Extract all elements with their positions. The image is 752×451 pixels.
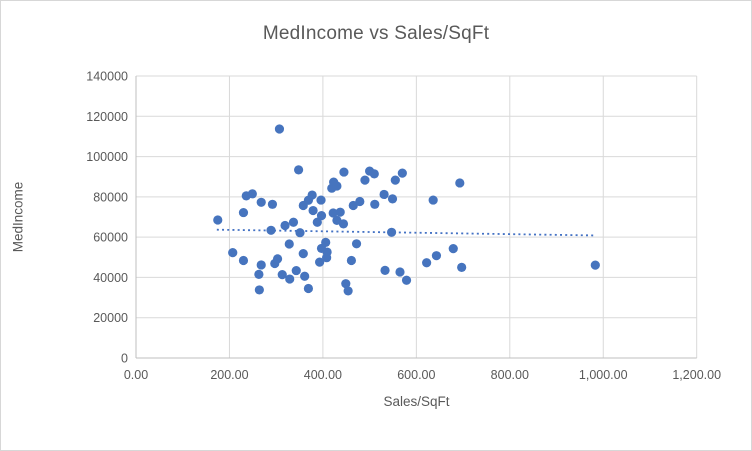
chart-title[interactable]: MedIncome vs Sales/SqFt bbox=[262, 23, 490, 44]
scatter-point[interactable] bbox=[228, 248, 238, 258]
y-axis-title[interactable]: MedIncome bbox=[10, 181, 26, 253]
scatter-point[interactable] bbox=[288, 217, 299, 227]
scatter-point[interactable] bbox=[303, 283, 314, 294]
scatter-point[interactable] bbox=[322, 247, 332, 257]
scatter-point[interactable] bbox=[272, 254, 283, 264]
scatter-point[interactable] bbox=[455, 178, 465, 188]
scatter-point[interactable] bbox=[422, 258, 432, 268]
scatter-point[interactable] bbox=[294, 165, 304, 175]
scatter-point[interactable] bbox=[339, 167, 349, 177]
scatter-point[interactable] bbox=[370, 199, 380, 209]
scatter-point[interactable] bbox=[256, 197, 266, 207]
scatter-point[interactable] bbox=[307, 190, 317, 200]
scatter-point[interactable] bbox=[369, 169, 379, 179]
scatter-point[interactable] bbox=[254, 285, 264, 295]
scatter-point[interactable] bbox=[247, 189, 257, 199]
scatter-point[interactable] bbox=[397, 168, 407, 178]
y-axis-tick-label: 100000 bbox=[86, 150, 128, 164]
scatter-point[interactable] bbox=[332, 181, 342, 191]
scatter-point[interactable] bbox=[238, 255, 249, 266]
scatter-point[interactable] bbox=[316, 210, 327, 221]
scatter-point[interactable] bbox=[448, 244, 458, 254]
scatter-point[interactable] bbox=[295, 228, 305, 238]
x-axis-tick-label: 200.00 bbox=[210, 368, 248, 382]
scatter-point[interactable] bbox=[291, 265, 301, 276]
scatter-point[interactable] bbox=[431, 251, 442, 261]
scatter-point[interactable] bbox=[300, 271, 310, 281]
scatter-point[interactable] bbox=[315, 257, 325, 267]
scatter-point[interactable] bbox=[390, 175, 400, 185]
scatter-point[interactable] bbox=[341, 279, 351, 289]
scatter-point[interactable] bbox=[256, 260, 266, 270]
y-axis-tick-label: 40000 bbox=[93, 271, 128, 285]
scatter-point[interactable] bbox=[298, 249, 308, 259]
scatter-point[interactable] bbox=[386, 227, 397, 237]
x-axis-tick-label: 1,000.00 bbox=[579, 368, 628, 382]
scatter-point[interactable] bbox=[401, 275, 412, 285]
x-axis-title[interactable]: Sales/SqFt bbox=[383, 394, 450, 409]
x-axis-tick-label: 1,200.00 bbox=[672, 368, 721, 382]
scatter-point[interactable] bbox=[254, 269, 264, 280]
scatter-point[interactable] bbox=[346, 255, 357, 266]
x-axis-tick-label: 0.00 bbox=[124, 368, 148, 382]
scatter-point[interactable] bbox=[284, 239, 294, 249]
scatter-point[interactable] bbox=[343, 286, 353, 296]
scatter-point[interactable] bbox=[321, 237, 331, 247]
x-axis-tick-label: 600.00 bbox=[397, 368, 435, 382]
scatter-point[interactable] bbox=[360, 175, 370, 185]
scatter-point[interactable] bbox=[312, 217, 322, 227]
scatter-point[interactable] bbox=[387, 194, 398, 204]
y-axis-tick-label: 0 bbox=[121, 352, 128, 366]
scatter-point[interactable] bbox=[355, 196, 365, 207]
scatter-point[interactable] bbox=[395, 267, 405, 277]
scatter-point[interactable] bbox=[428, 195, 438, 205]
scatter-point[interactable] bbox=[590, 260, 600, 270]
y-axis-tick-label: 120000 bbox=[86, 110, 128, 124]
y-axis-tick-label: 20000 bbox=[93, 311, 128, 325]
scatter-point[interactable] bbox=[338, 219, 349, 229]
y-axis-tick-label: 60000 bbox=[93, 231, 128, 245]
scatter-point[interactable] bbox=[380, 265, 390, 275]
scatter-point[interactable] bbox=[316, 195, 326, 205]
scatter-point[interactable] bbox=[266, 225, 276, 235]
scatter-point[interactable] bbox=[277, 270, 287, 280]
y-axis-tick-label: 140000 bbox=[86, 70, 128, 84]
y-axis-tick-label: 80000 bbox=[93, 190, 128, 204]
scatter-point[interactable] bbox=[238, 207, 249, 218]
scatter-point[interactable] bbox=[213, 215, 223, 225]
scatter-point[interactable] bbox=[274, 124, 285, 134]
scatter-point[interactable] bbox=[379, 189, 389, 200]
trendline[interactable] bbox=[216, 228, 595, 237]
scatter-point[interactable] bbox=[335, 207, 345, 217]
x-axis-tick-label: 400.00 bbox=[304, 368, 342, 382]
scatter-point[interactable] bbox=[328, 208, 338, 218]
scatter-point[interactable] bbox=[457, 262, 467, 272]
scatter-point[interactable] bbox=[351, 239, 362, 249]
scatter-point[interactable] bbox=[280, 220, 290, 231]
scatter-point[interactable] bbox=[285, 274, 295, 284]
x-axis-tick-label: 800.00 bbox=[491, 368, 529, 382]
scatter-point[interactable] bbox=[267, 199, 278, 209]
scatter-point[interactable] bbox=[308, 205, 318, 216]
